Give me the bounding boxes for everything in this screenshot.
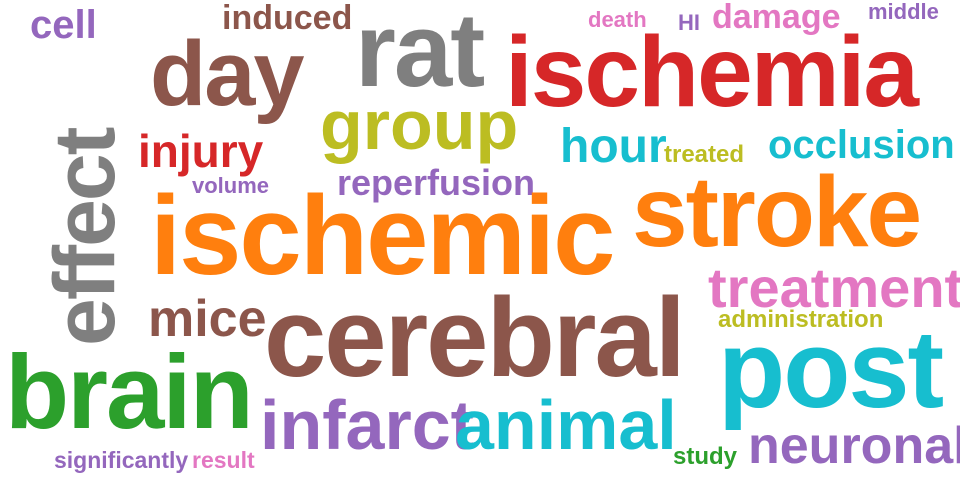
- word-infarct: infarct: [260, 386, 474, 464]
- word-day: day: [150, 23, 305, 125]
- word-cell: cell: [30, 3, 97, 47]
- word-hi: HI: [678, 10, 700, 35]
- word-administration: administration: [718, 306, 884, 333]
- word-middle: middle: [868, 0, 939, 24]
- word-stroke: stroke: [632, 156, 922, 268]
- word-reperfusion: reperfusion: [337, 162, 536, 203]
- word-injury: injury: [138, 125, 264, 177]
- word-occlusion: occlusion: [768, 123, 955, 167]
- word-treatment: treatment: [708, 256, 960, 319]
- word-treated: treated: [664, 141, 745, 168]
- word-cerebral: cerebral: [264, 275, 686, 400]
- word-mice: mice: [148, 290, 267, 348]
- word-group: group: [320, 86, 519, 164]
- word-damage: damage: [712, 0, 841, 36]
- word-result: result: [192, 447, 255, 473]
- word-hour: hour: [560, 120, 667, 173]
- word-ischemic: ischemic: [150, 173, 615, 298]
- word-rat: rat: [355, 0, 485, 109]
- word-ischemia: ischemia: [505, 16, 919, 128]
- word-significantly: significantly: [54, 447, 189, 473]
- word-death: death: [588, 7, 647, 32]
- word-brain: brain: [5, 334, 254, 451]
- word-volume: volume: [192, 173, 270, 198]
- word-post: post: [718, 308, 944, 431]
- word-neuronal: neuronal: [748, 417, 960, 475]
- word-effect: effect: [37, 128, 133, 346]
- word-animal: animal: [455, 386, 677, 464]
- word-study: study: [673, 443, 738, 470]
- word-induced: induced: [222, 0, 353, 37]
